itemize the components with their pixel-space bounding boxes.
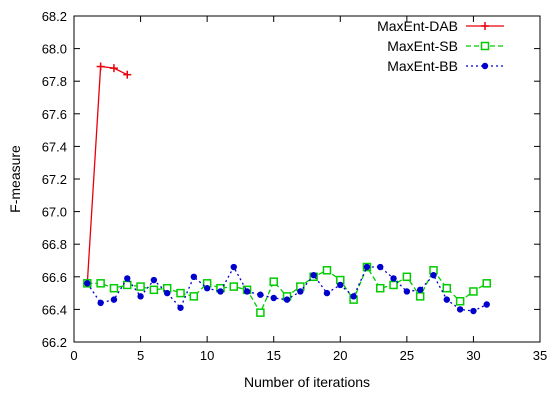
series-layer <box>83 62 491 317</box>
square-marker <box>269 277 278 286</box>
square-marker <box>375 283 385 293</box>
series-line <box>86 65 128 284</box>
plus-marker <box>123 70 132 79</box>
square-marker <box>322 266 332 275</box>
plus-marker <box>96 62 105 71</box>
y-tick-label: 66.4 <box>42 302 67 317</box>
x-tick-label: 15 <box>266 348 280 363</box>
y-tick-label: 67.4 <box>42 139 67 154</box>
circle-marker <box>481 62 489 70</box>
square-marker <box>96 279 105 288</box>
circle-marker <box>310 271 317 279</box>
series-maxent-sb <box>83 262 491 317</box>
circle-marker <box>430 271 437 279</box>
y-tick-label: 68.0 <box>42 42 67 57</box>
square-marker <box>109 283 119 293</box>
square-marker <box>256 308 265 317</box>
circle-marker <box>243 288 251 295</box>
circle-marker <box>297 288 304 295</box>
x-tick-label: 5 <box>137 348 144 363</box>
square-marker <box>123 280 132 290</box>
square-marker <box>189 292 199 301</box>
plus-marker <box>481 22 489 30</box>
series-line <box>86 265 488 312</box>
circle-marker <box>257 291 264 298</box>
circle-marker <box>164 289 171 297</box>
y-tick-label: 66.2 <box>42 335 67 350</box>
square-marker <box>480 41 490 51</box>
y-tick-label: 68.2 <box>42 9 67 24</box>
circle-marker <box>363 263 371 271</box>
circle-marker <box>190 273 198 280</box>
circle-marker <box>217 288 224 295</box>
circle-marker <box>443 296 450 303</box>
circle-marker <box>350 293 357 300</box>
y-tick-label: 67.8 <box>42 74 67 89</box>
square-marker <box>482 279 491 288</box>
circle-marker <box>416 286 424 294</box>
square-marker <box>415 292 425 301</box>
circle-marker <box>270 294 277 302</box>
x-tick-label: 30 <box>466 348 480 363</box>
x-tick-label: 10 <box>200 348 214 363</box>
circle-marker <box>337 281 344 289</box>
circle-marker <box>470 307 477 315</box>
series-line <box>87 265 488 315</box>
circle-marker <box>177 304 184 311</box>
plus-marker <box>109 64 118 73</box>
series-maxent-bb <box>84 263 490 315</box>
circle-marker <box>283 296 291 303</box>
x-tick-label: 20 <box>333 348 347 363</box>
y-tick-label: 67.6 <box>42 107 67 122</box>
legend: MaxEnt-DAB MaxEnt-SB MaxEnt-BB <box>377 18 504 74</box>
circle-marker <box>390 275 397 282</box>
square-marker <box>229 282 239 291</box>
circle-marker <box>230 263 237 271</box>
x-tick-label: 35 <box>533 348 547 363</box>
square-marker <box>402 272 412 282</box>
x-tick-label: 25 <box>400 348 414 363</box>
circle-marker <box>323 289 331 297</box>
series-maxent-dab <box>83 62 132 288</box>
circle-marker <box>456 306 464 313</box>
circle-marker <box>137 293 144 300</box>
legend-label: MaxEnt-DAB <box>377 18 458 34</box>
circle-marker <box>403 288 411 295</box>
x-axis-label: Number of iterations <box>244 374 370 390</box>
circle-marker <box>203 285 211 292</box>
square-marker <box>389 280 398 290</box>
circle-marker <box>84 280 91 287</box>
square-marker <box>136 282 145 291</box>
circle-marker <box>377 263 384 271</box>
legend-label: MaxEnt-BB <box>387 58 458 74</box>
square-marker <box>455 297 465 306</box>
y-axis-label: F-measure <box>7 145 23 213</box>
circle-marker <box>110 296 118 303</box>
legend-label: MaxEnt-SB <box>387 38 458 54</box>
square-marker <box>442 283 452 293</box>
square-marker <box>149 285 159 295</box>
square-marker <box>469 287 478 296</box>
circle-marker <box>97 299 104 307</box>
y-tick-label: 67.2 <box>42 172 67 187</box>
y-tick-label: 67.0 <box>42 205 67 220</box>
circle-marker <box>150 276 158 284</box>
circle-marker <box>483 301 490 308</box>
square-marker <box>176 288 185 298</box>
y-tick-label: 66.8 <box>42 237 67 252</box>
x-tick-label: 0 <box>70 348 77 363</box>
y-tick-label: 66.6 <box>42 270 67 285</box>
axis-ticks: 0 5 10 15 20 25 30 35 66.2 66.4 66.6 66.8 67.0 67.2 67… <box>42 9 548 363</box>
circle-marker <box>124 275 131 282</box>
